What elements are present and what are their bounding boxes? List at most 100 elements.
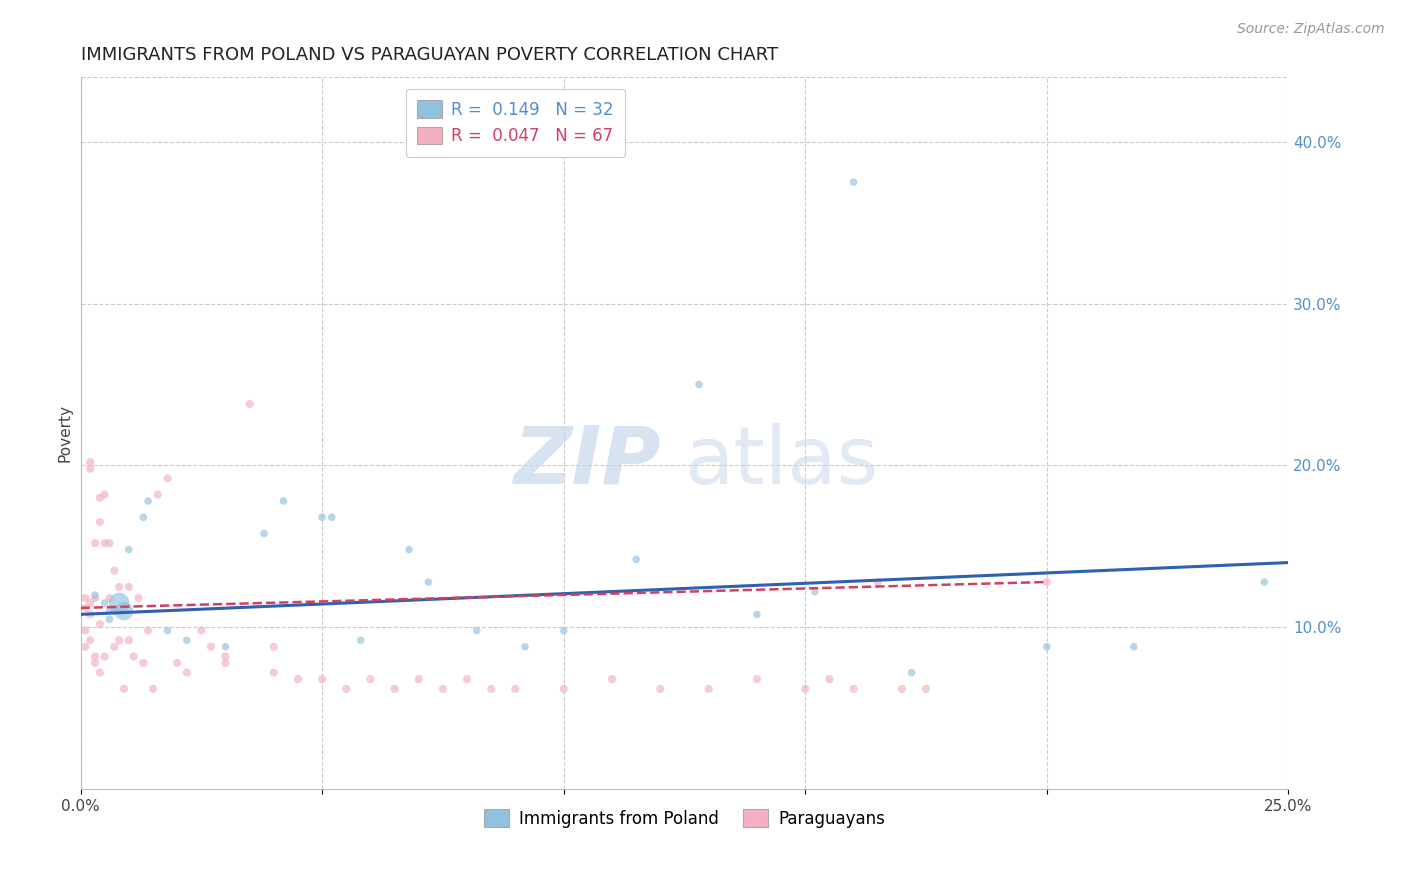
Point	[118, 633, 141, 648]
Point	[418, 574, 440, 589]
Point	[432, 681, 454, 696]
Point	[335, 681, 357, 696]
Point	[818, 672, 841, 686]
Point	[553, 624, 575, 638]
Legend: Immigrants from Poland, Paraguayans: Immigrants from Poland, Paraguayans	[477, 803, 891, 834]
Point	[98, 604, 121, 618]
Point	[200, 640, 222, 654]
Point	[866, 574, 889, 589]
Point	[75, 624, 97, 638]
Point	[75, 591, 97, 606]
Point	[89, 665, 111, 680]
Point	[311, 510, 333, 524]
Point	[166, 656, 188, 670]
Point	[890, 681, 912, 696]
Point	[89, 515, 111, 529]
Point	[112, 681, 135, 696]
Point	[93, 649, 115, 664]
Point	[745, 607, 768, 622]
Point	[624, 552, 647, 566]
Point	[108, 596, 131, 610]
Point	[108, 580, 131, 594]
Point	[79, 607, 101, 622]
Point	[156, 624, 179, 638]
Point	[122, 649, 145, 664]
Point	[398, 542, 420, 557]
Point	[384, 681, 406, 696]
Point	[103, 640, 125, 654]
Point	[253, 526, 276, 541]
Point	[132, 656, 155, 670]
Point	[136, 494, 159, 508]
Y-axis label: Poverty: Poverty	[58, 404, 72, 462]
Point	[1036, 574, 1059, 589]
Point	[553, 681, 575, 696]
Point	[465, 624, 488, 638]
Point	[142, 681, 165, 696]
Point	[842, 681, 865, 696]
Point	[118, 542, 141, 557]
Point	[128, 591, 150, 606]
Point	[263, 665, 285, 680]
Point	[146, 487, 169, 501]
Point	[89, 617, 111, 632]
Point	[1253, 574, 1275, 589]
Point	[513, 640, 536, 654]
Point	[311, 672, 333, 686]
Point	[697, 681, 720, 696]
Point	[794, 681, 817, 696]
Point	[745, 672, 768, 686]
Point	[842, 175, 865, 189]
Point	[239, 397, 262, 411]
Point	[93, 487, 115, 501]
Point	[79, 596, 101, 610]
Point	[688, 377, 710, 392]
Point	[214, 649, 236, 664]
Point	[84, 591, 107, 606]
Text: ZIP: ZIP	[513, 423, 661, 500]
Point	[214, 640, 236, 654]
Point	[214, 656, 236, 670]
Point	[79, 455, 101, 469]
Point	[93, 536, 115, 550]
Point	[456, 672, 478, 686]
Point	[98, 536, 121, 550]
Point	[600, 672, 623, 686]
Point	[103, 604, 125, 618]
Point	[479, 681, 502, 696]
Point	[103, 564, 125, 578]
Point	[98, 591, 121, 606]
Point	[900, 665, 922, 680]
Point	[118, 580, 141, 594]
Point	[915, 681, 938, 696]
Point	[84, 536, 107, 550]
Point	[321, 510, 343, 524]
Point	[190, 624, 212, 638]
Point	[79, 461, 101, 475]
Point	[112, 604, 135, 618]
Point	[84, 656, 107, 670]
Point	[1036, 640, 1059, 654]
Point	[108, 633, 131, 648]
Point	[273, 494, 295, 508]
Point	[84, 649, 107, 664]
Point	[132, 510, 155, 524]
Point	[176, 665, 198, 680]
Point	[98, 612, 121, 626]
Point	[156, 471, 179, 485]
Point	[804, 584, 827, 599]
Point	[1122, 640, 1144, 654]
Point	[75, 640, 97, 654]
Point	[287, 672, 309, 686]
Text: IMMIGRANTS FROM POLAND VS PARAGUAYAN POVERTY CORRELATION CHART: IMMIGRANTS FROM POLAND VS PARAGUAYAN POV…	[80, 46, 778, 64]
Text: Source: ZipAtlas.com: Source: ZipAtlas.com	[1237, 22, 1385, 37]
Point	[84, 588, 107, 602]
Point	[79, 633, 101, 648]
Point	[350, 633, 373, 648]
Point	[650, 681, 672, 696]
Point	[359, 672, 381, 686]
Text: atlas: atlas	[685, 423, 879, 500]
Point	[408, 672, 430, 686]
Point	[505, 681, 527, 696]
Point	[176, 633, 198, 648]
